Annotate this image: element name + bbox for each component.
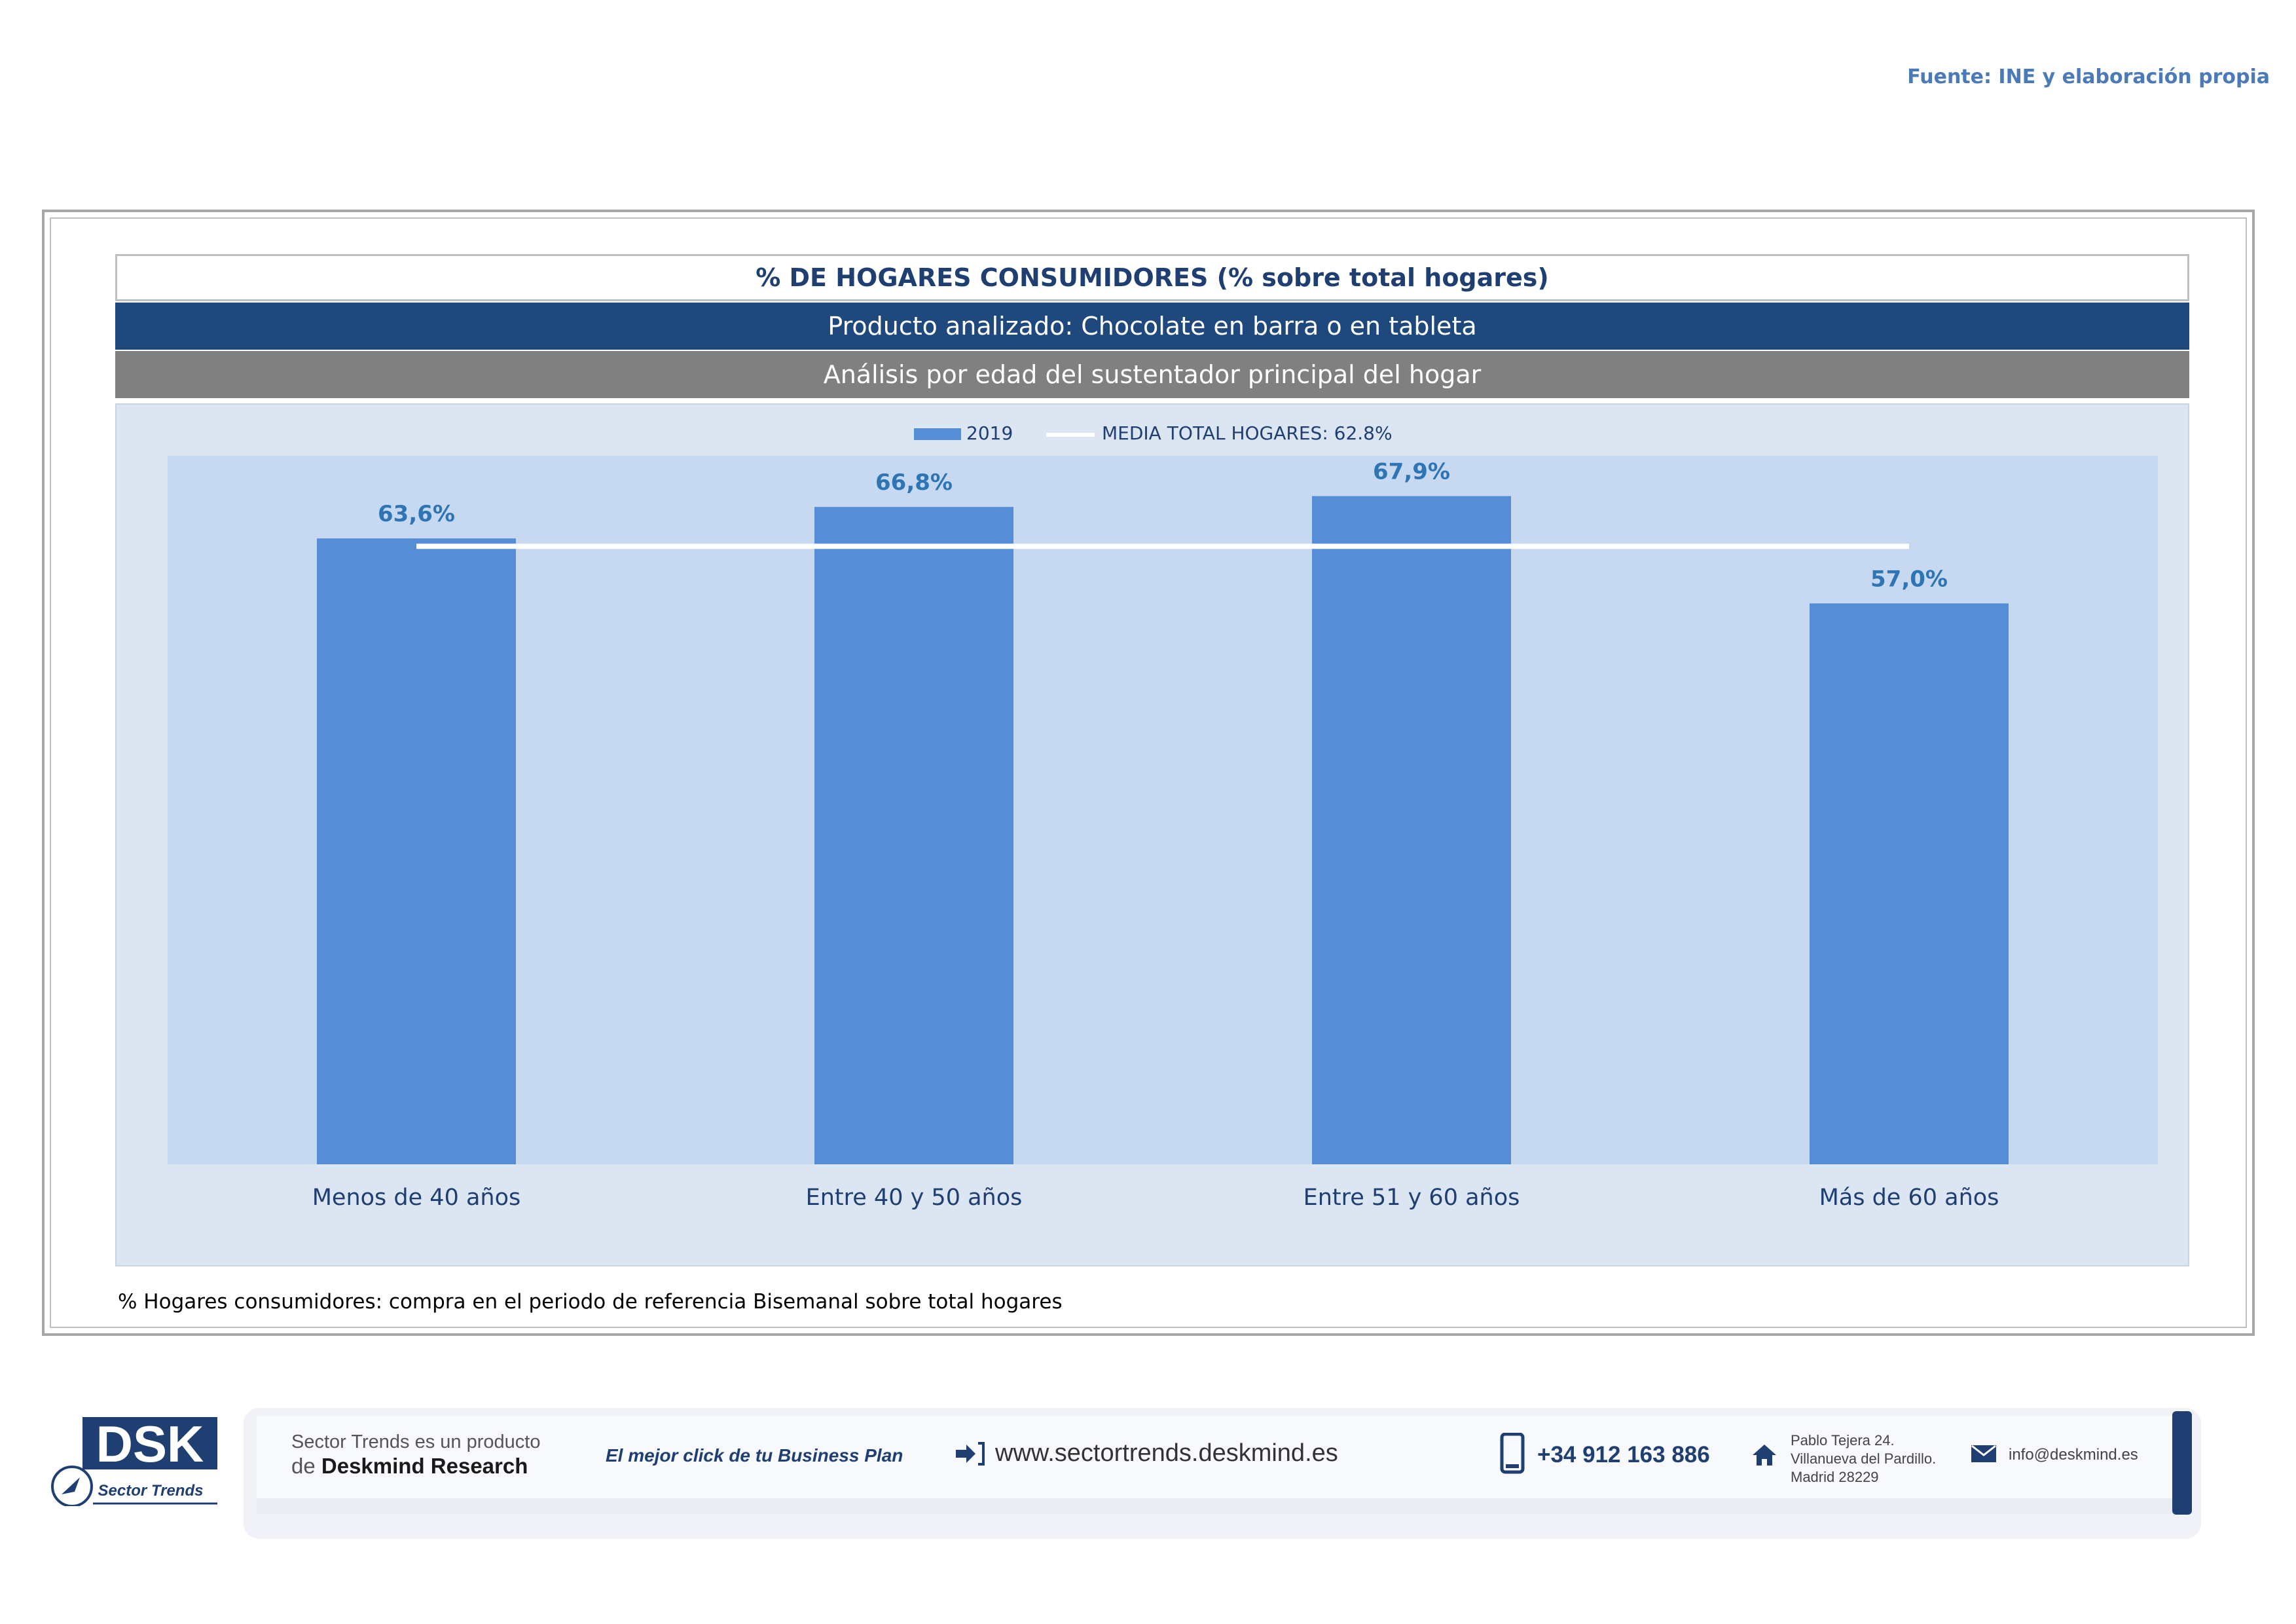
data-label-4: 57,0% [1870, 566, 1948, 592]
chart-title: % DE HOGARES CONSUMIDORES (% sobre total… [115, 254, 2189, 301]
footer-product-line2: de Deskmind Research [291, 1454, 528, 1479]
footer-strip [257, 1416, 2188, 1514]
logo-text: DSK [96, 1415, 204, 1473]
analysis-band: Análisis por edad del sustentador princi… [115, 351, 2189, 398]
source-note: Fuente: INE y elaboración propia [1907, 65, 2270, 88]
bar-2 [814, 507, 1013, 1164]
home-icon [1753, 1445, 1776, 1466]
address-line3: Madrid 28229 [1791, 1469, 1879, 1485]
category-label-2: Entre 40 y 50 años [806, 1185, 1023, 1211]
logo-subtitle: Sector Trends [98, 1482, 204, 1500]
legend-label-2019: 2019 [966, 422, 1013, 444]
category-label-1: Menos de 40 años [312, 1185, 521, 1211]
footer-website-link[interactable]: www.sectortrends.deskmind.es [995, 1439, 1338, 1467]
chart-inner-frame [50, 217, 2247, 1328]
mail-icon [1971, 1445, 1996, 1462]
phone-icon [1500, 1433, 1525, 1474]
bar-1 [317, 538, 516, 1164]
footer-product-prefix: de [291, 1454, 316, 1478]
data-label-3: 67,9% [1373, 459, 1450, 485]
link-arrow-icon [956, 1442, 985, 1466]
chart-frame: % DE HOGARES CONSUMIDORES (% sobre total… [42, 210, 2255, 1336]
footer-address: Pablo Tejera 24. Villanueva del Pardillo… [1791, 1431, 1936, 1486]
legend-swatch-2019 [914, 428, 961, 440]
footer-phone[interactable]: +34 912 163 886 [1537, 1442, 1710, 1467]
footer-product-line1: Sector Trends es un producto [291, 1431, 541, 1452]
dsk-logo: DSK Sector Trends [51, 1415, 217, 1506]
legend-label-average: MEDIA TOTAL HOGARES: 62.8% [1102, 422, 1393, 444]
address-line1: Pablo Tejera 24. [1791, 1432, 1895, 1449]
chart-area: 2019 MEDIA TOTAL HOGARES: 62.8% 63,6% Menos… [115, 403, 2189, 1266]
data-label-1: 63,6% [378, 501, 455, 527]
footer-brand: Deskmind Research [321, 1454, 528, 1478]
address-line2: Villanueva del Pardillo. [1791, 1450, 1937, 1467]
category-label-3: Entre 51 y 60 años [1303, 1185, 1520, 1211]
bar-chart: 2019 MEDIA TOTAL HOGARES: 62.8% 63,6% Menos… [168, 422, 2158, 1211]
bar-4 [1810, 603, 2009, 1164]
footer-email[interactable]: info@deskmind.es [2009, 1446, 2138, 1464]
category-label-4: Más de 60 años [1819, 1185, 1999, 1211]
footer-accent [2172, 1411, 2192, 1515]
product-band: Producto analizado: Chocolate en barra o… [115, 303, 2189, 350]
footnote: % Hogares consumidores: compra en el per… [118, 1290, 1063, 1314]
footer-slogan: El mejor click de tu Business Plan [606, 1445, 903, 1466]
bar-3 [1312, 496, 1511, 1164]
data-label-2: 66,8% [875, 470, 953, 496]
